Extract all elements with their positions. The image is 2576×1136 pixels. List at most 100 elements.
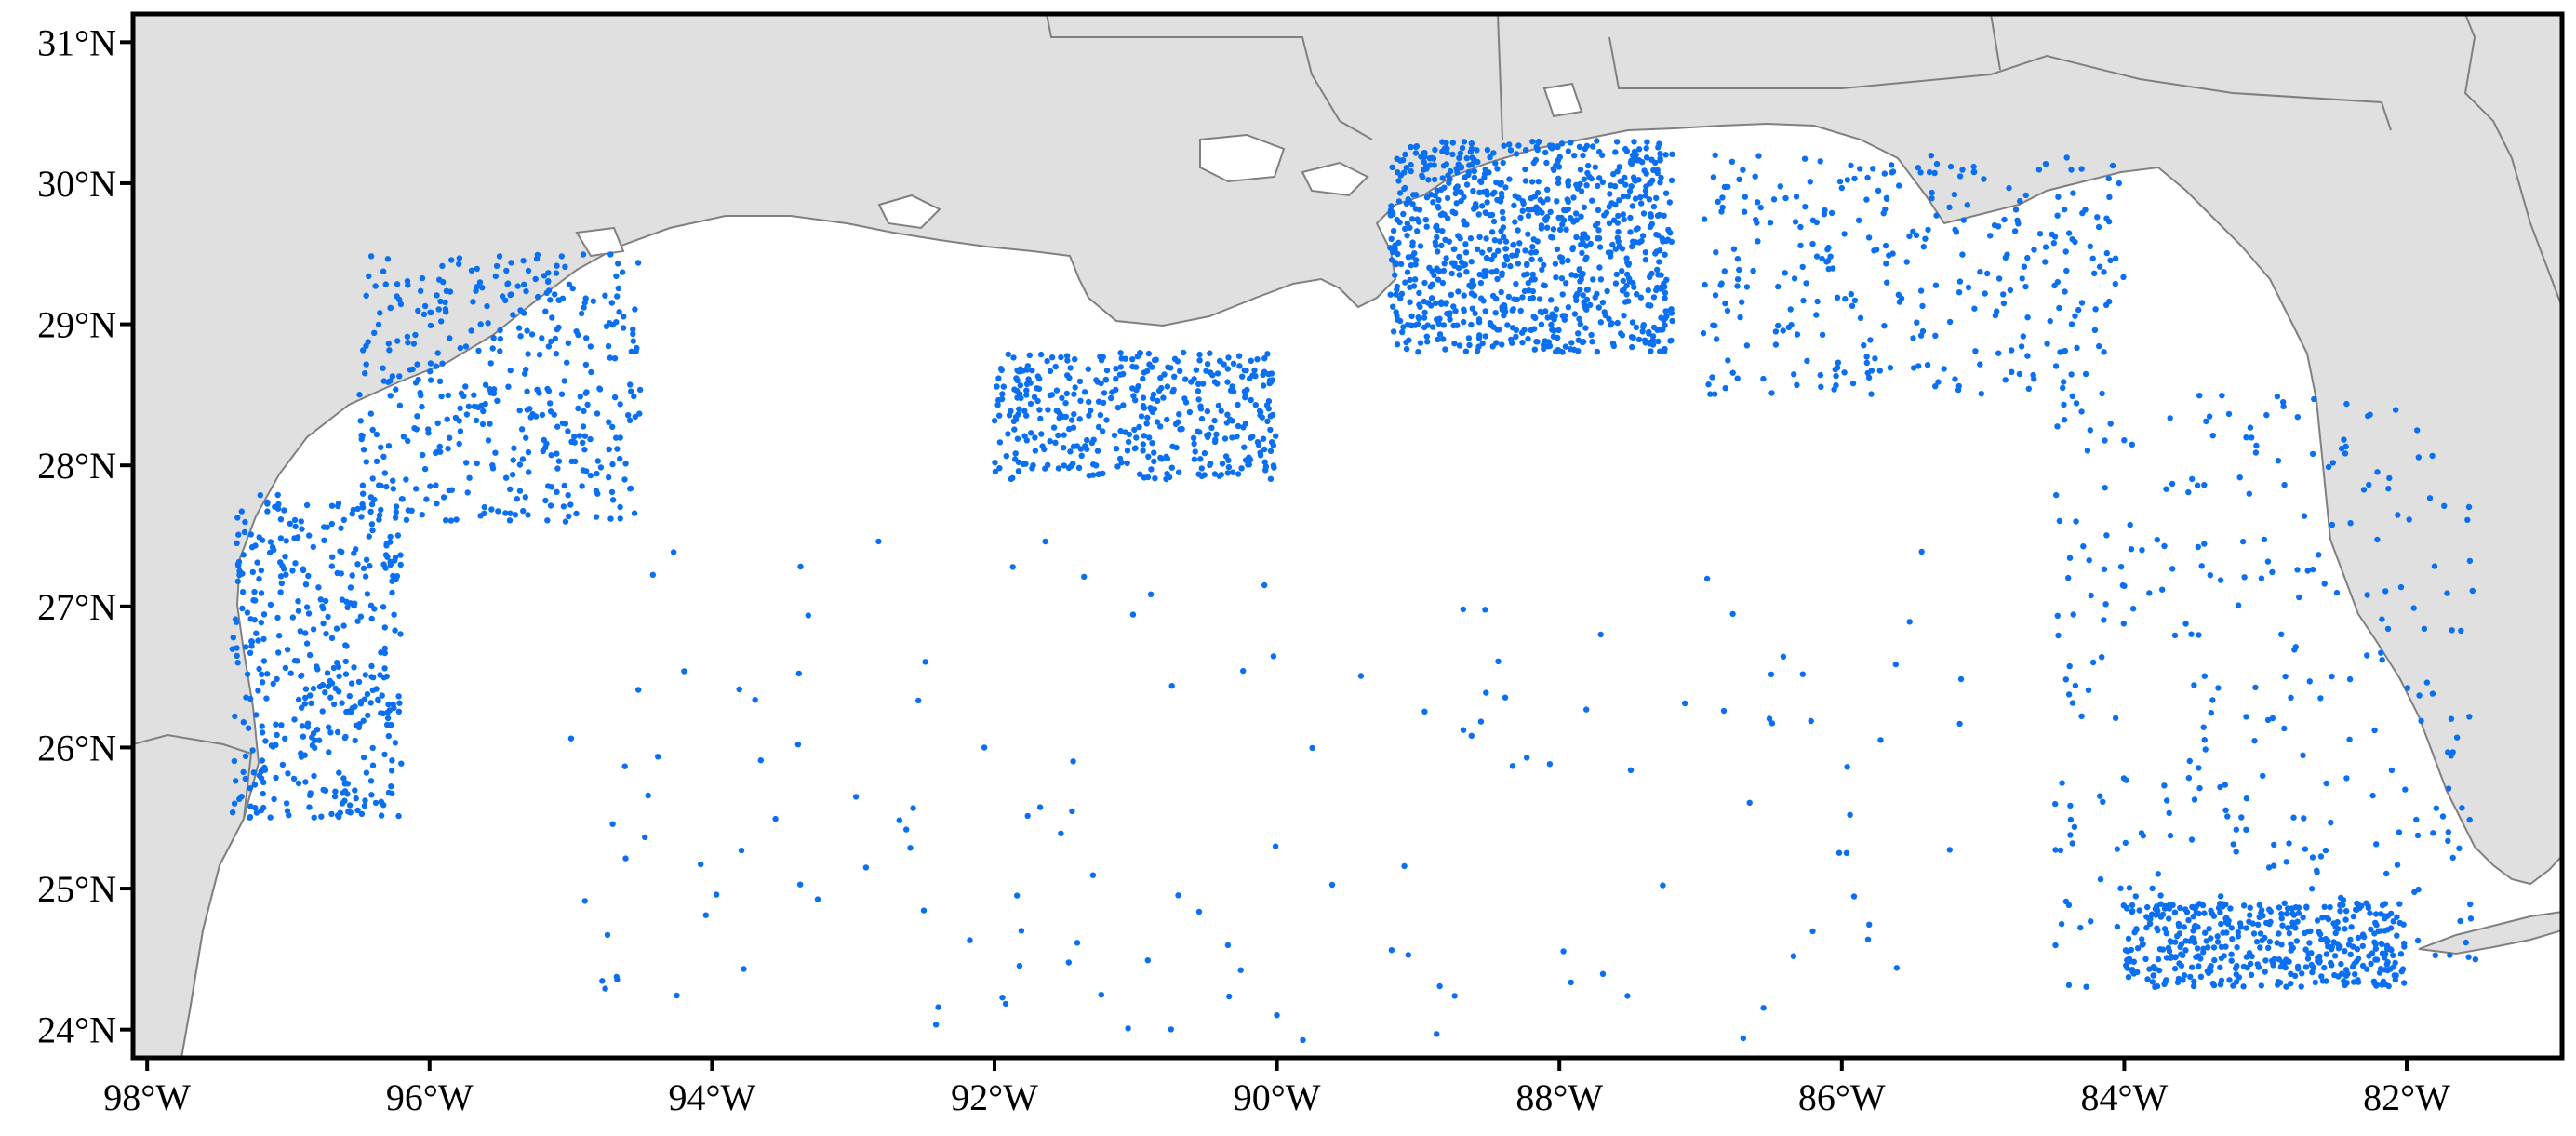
- observation-point: [2217, 577, 2224, 583]
- observation-point: [2217, 909, 2223, 915]
- observation-point: [1493, 295, 1500, 302]
- observation-point: [617, 401, 623, 408]
- observation-point: [1592, 294, 1598, 301]
- observation-point: [1236, 363, 1243, 369]
- observation-point: [1802, 204, 1809, 210]
- observation-point: [1466, 341, 1473, 349]
- observation-point: [1513, 151, 1520, 157]
- observation-point: [360, 754, 367, 761]
- observation-point: [2300, 752, 2306, 758]
- observation-point: [1548, 297, 1555, 303]
- observation-point: [1926, 168, 1933, 176]
- observation-point: [440, 494, 447, 501]
- observation-point: [622, 461, 629, 467]
- observation-point: [232, 616, 239, 622]
- observation-point: [2072, 313, 2078, 319]
- observation-point: [1254, 356, 1261, 363]
- observation-point: [1750, 267, 1756, 274]
- observation-point: [519, 456, 527, 462]
- observation-point: [2193, 954, 2199, 960]
- observation-point: [2144, 976, 2151, 982]
- observation-point: [1808, 717, 1814, 725]
- observation-point: [1960, 217, 1967, 223]
- observation-point: [2447, 952, 2453, 958]
- observation-point: [1141, 405, 1148, 411]
- observation-point: [554, 488, 560, 495]
- observation-point: [1408, 143, 1414, 151]
- observation-point: [1224, 470, 1232, 476]
- observation-point: [403, 516, 410, 523]
- observation-point: [2196, 784, 2203, 792]
- observation-point: [1545, 339, 1553, 345]
- observation-point: [1501, 142, 1507, 149]
- observation-point: [2309, 566, 2316, 573]
- observation-point: [1089, 872, 1097, 878]
- observation-point: [1144, 957, 1152, 964]
- observation-point: [2367, 411, 2373, 418]
- observation-point: [1669, 317, 1675, 325]
- observation-point: [1588, 175, 1595, 182]
- observation-point: [1571, 153, 1578, 159]
- x-tick-label: 94°W: [669, 1076, 756, 1118]
- observation-point: [384, 715, 392, 722]
- observation-point: [1613, 139, 1621, 145]
- observation-point: [295, 696, 302, 703]
- observation-point: [1052, 439, 1059, 446]
- observation-point: [1656, 140, 1662, 147]
- observation-point: [620, 325, 627, 331]
- observation-point: [490, 335, 497, 341]
- observation-point: [565, 428, 571, 434]
- observation-point: [1609, 241, 1616, 248]
- observation-point: [1175, 892, 1181, 899]
- observation-point: [772, 815, 779, 822]
- observation-point: [1585, 162, 1592, 169]
- observation-point: [1442, 346, 1448, 353]
- observation-point: [1246, 375, 1253, 382]
- observation-point: [378, 482, 384, 489]
- observation-point: [367, 494, 375, 501]
- observation-point: [1443, 161, 1450, 167]
- observation-point: [1532, 314, 1539, 321]
- observation-point: [2343, 400, 2350, 408]
- observation-point: [631, 393, 637, 400]
- observation-point: [2262, 957, 2269, 964]
- observation-point: [1444, 310, 1450, 317]
- observation-point: [289, 614, 296, 621]
- observation-point: [2368, 960, 2374, 968]
- observation-point: [1357, 673, 1365, 679]
- observation-point: [448, 487, 455, 493]
- observation-point: [1177, 368, 1183, 374]
- observation-point: [2124, 965, 2130, 971]
- observation-point: [1755, 153, 1762, 159]
- observation-point: [2379, 902, 2386, 909]
- observation-point: [1705, 381, 1712, 388]
- observation-point: [507, 510, 514, 516]
- observation-point: [615, 261, 621, 267]
- observation-point: [1472, 310, 1478, 317]
- observation-point: [1415, 349, 1421, 355]
- observation-point: [1435, 248, 1441, 255]
- observation-point: [1832, 366, 1839, 373]
- observation-point: [2054, 423, 2061, 430]
- observation-point: [2383, 961, 2390, 968]
- observation-point: [2322, 847, 2329, 854]
- observation-point: [548, 338, 554, 345]
- observation-point: [1435, 336, 1441, 342]
- observation-point: [1801, 155, 1809, 162]
- observation-point: [302, 581, 310, 588]
- observation-point: [418, 287, 424, 294]
- observation-point: [1023, 387, 1030, 394]
- observation-point: [2387, 946, 2394, 953]
- observation-point: [481, 503, 487, 511]
- observation-point: [413, 426, 420, 433]
- observation-point: [369, 527, 376, 534]
- observation-point: [1403, 165, 1410, 171]
- observation-point: [274, 491, 281, 499]
- observation-point: [2001, 216, 2008, 223]
- observation-point: [1088, 408, 1094, 414]
- observation-point: [1463, 181, 1471, 188]
- observation-point: [1782, 270, 1788, 276]
- observation-point: [576, 433, 583, 439]
- observation-point: [489, 465, 497, 472]
- observation-point: [1484, 199, 1490, 206]
